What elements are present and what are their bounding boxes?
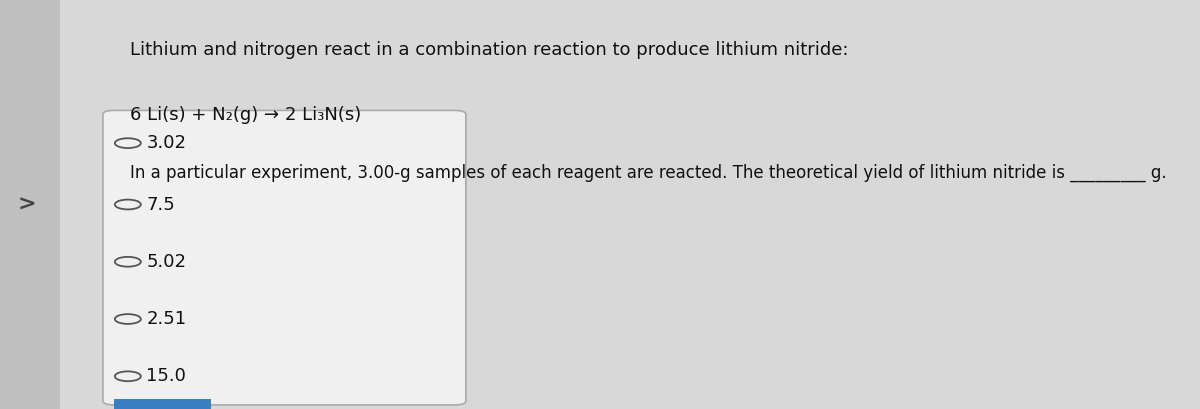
Text: 15.0: 15.0	[146, 367, 186, 385]
Text: In a particular experiment, 3.00-g samples of each reagent are reacted. The theo: In a particular experiment, 3.00-g sampl…	[130, 164, 1166, 182]
Text: 3.02: 3.02	[146, 134, 186, 152]
Text: 2.51: 2.51	[146, 310, 186, 328]
FancyBboxPatch shape	[0, 0, 60, 409]
FancyBboxPatch shape	[114, 399, 211, 409]
Text: >: >	[18, 195, 36, 214]
Text: 5.02: 5.02	[146, 253, 186, 271]
FancyBboxPatch shape	[103, 110, 466, 405]
Text: 7.5: 7.5	[146, 196, 175, 213]
Text: 6 Li(s) + N₂(g) → 2 Li₃N(s): 6 Li(s) + N₂(g) → 2 Li₃N(s)	[130, 106, 361, 124]
Text: Lithium and nitrogen react in a combination reaction to produce lithium nitride:: Lithium and nitrogen react in a combinat…	[130, 41, 848, 59]
